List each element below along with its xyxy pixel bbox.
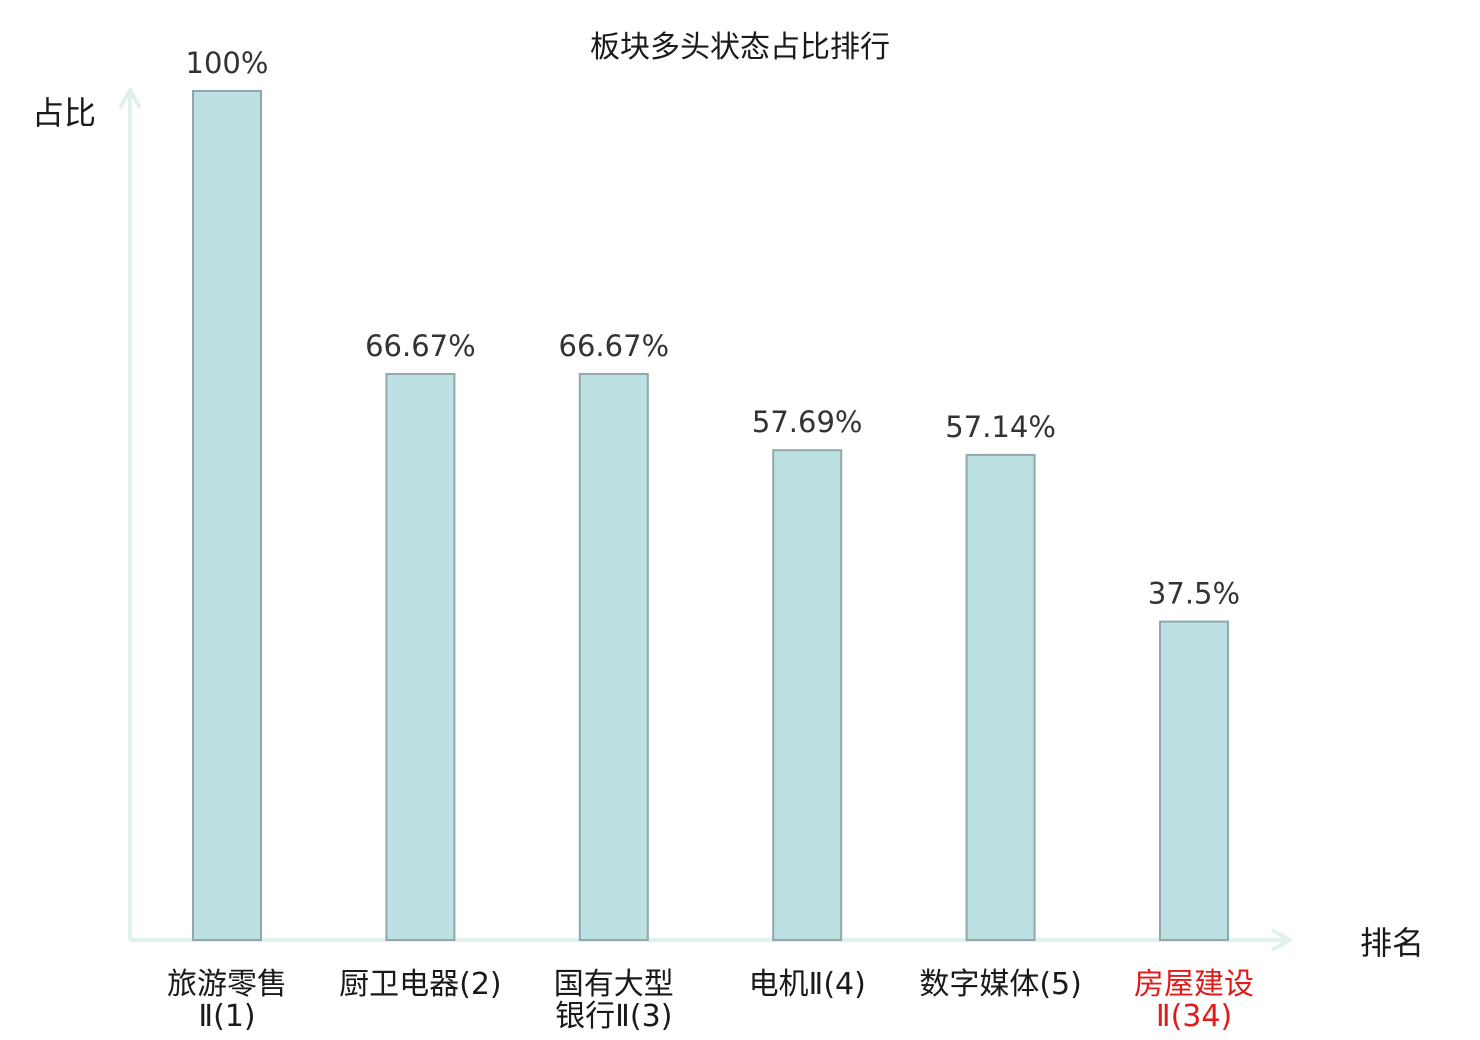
- value-label: 66.67%: [365, 329, 476, 363]
- value-labels: 100% 66.67% 66.67% 57.69% 57.14% 37.5%: [186, 46, 1241, 611]
- bar: [578, 372, 649, 942]
- x-tick-label: 旅游零售: [167, 967, 287, 1002]
- value-label: 57.69%: [752, 405, 863, 439]
- value-label: 66.67%: [559, 329, 670, 363]
- bar: [192, 90, 262, 941]
- x-tick-label: 国有大型: [554, 967, 674, 1002]
- bar: [772, 449, 843, 941]
- x-tick-label-line2: Ⅱ(1): [198, 999, 255, 1034]
- x-tick-label-line2: 银行Ⅱ(3): [555, 999, 672, 1034]
- value-label: 100%: [186, 46, 269, 80]
- x-tick-label-line2: Ⅱ(34): [1156, 999, 1232, 1034]
- axes: [118, 88, 1292, 952]
- bar: [1159, 620, 1229, 941]
- x-axis-arrow: [1271, 928, 1292, 952]
- chart-title: 板块多头状态占比排行: [590, 30, 890, 65]
- bar: [965, 453, 1036, 941]
- bar: [385, 372, 456, 942]
- y-axis-arrow: [118, 88, 142, 109]
- x-tick-label: 数字媒体(5): [919, 967, 1082, 1002]
- y-axis-label: 占比: [32, 94, 97, 132]
- x-tick-label: 房屋建设: [1134, 967, 1254, 1002]
- x-tick-label: 厨卫电器(2): [339, 967, 502, 1002]
- x-axis-label: 排名: [1360, 924, 1425, 962]
- value-label: 37.5%: [1148, 577, 1240, 611]
- bars: [192, 90, 1229, 942]
- x-tick-label: 电机Ⅱ(4): [749, 967, 866, 1002]
- value-label: 57.14%: [945, 410, 1056, 444]
